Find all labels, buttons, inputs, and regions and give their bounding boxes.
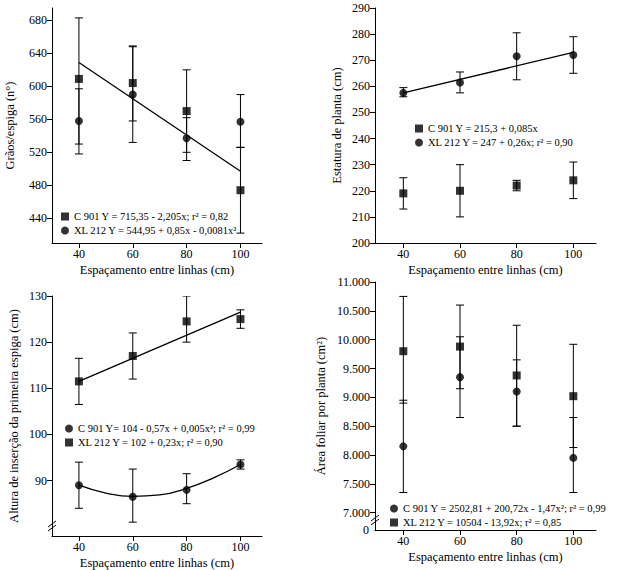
svg-text:Altura de inserção da primeira: Altura de inserção da primeira espiga (c… — [7, 309, 21, 523]
svg-text:C 901 Y = 215,3 + 0,085x: C 901 Y = 215,3 + 0,085x — [428, 123, 538, 134]
svg-text:260: 260 — [352, 79, 370, 93]
svg-text:60: 60 — [127, 540, 139, 554]
svg-text:XL 212 Y = 247 + 0,26x; r² = 0: XL 212 Y = 247 + 0,26x; r² = 0,90 — [428, 137, 573, 148]
svg-text:110: 110 — [29, 381, 47, 395]
svg-text:80: 80 — [511, 534, 523, 548]
svg-text:60: 60 — [454, 247, 466, 261]
svg-text:7.500: 7.500 — [343, 477, 370, 491]
svg-text:8.500: 8.500 — [343, 419, 370, 433]
svg-text:80: 80 — [181, 247, 193, 261]
svg-text:680: 680 — [29, 13, 47, 27]
svg-text:90: 90 — [35, 474, 47, 488]
svg-text:0: 0 — [363, 523, 369, 537]
svg-text:9.000: 9.000 — [343, 390, 370, 404]
svg-text:100: 100 — [231, 540, 249, 554]
svg-text:C 901 Y = 715,35 - 2,205x; r²: C 901 Y = 715,35 - 2,205x; r² = 0,82 — [74, 211, 228, 222]
svg-text:100: 100 — [231, 247, 249, 261]
svg-text:Espaçamento entre linhas (cm): Espaçamento entre linhas (cm) — [408, 550, 562, 564]
svg-text:40: 40 — [73, 540, 85, 554]
svg-text:Espaçamento entre linhas (cm): Espaçamento entre linhas (cm) — [408, 263, 562, 277]
svg-text:250: 250 — [352, 105, 370, 119]
svg-text:130: 130 — [29, 289, 47, 303]
svg-text:10.000: 10.000 — [337, 333, 370, 347]
svg-text:640: 640 — [29, 46, 47, 60]
svg-text:Grãos/espiga (n°): Grãos/espiga (n°) — [3, 82, 17, 170]
svg-text:100: 100 — [29, 427, 47, 441]
svg-text:230: 230 — [352, 158, 370, 172]
svg-text:60: 60 — [454, 534, 466, 548]
svg-text:C 901 Y= 104 - 0,57x + 0,005x²: C 901 Y= 104 - 0,57x + 0,005x²; r² = 0,9… — [78, 423, 255, 434]
svg-text:XL 212 Y = 10504 - 13,92x; r²: XL 212 Y = 10504 - 13,92x; r² = 0,85 — [403, 517, 561, 528]
svg-text:40: 40 — [397, 247, 409, 261]
svg-text:600: 600 — [29, 79, 47, 93]
svg-text:560: 560 — [29, 112, 47, 126]
svg-text:120: 120 — [29, 335, 47, 349]
svg-text:8.000: 8.000 — [343, 448, 370, 462]
svg-text:60: 60 — [127, 247, 139, 261]
svg-text:520: 520 — [29, 145, 47, 159]
svg-text:11.000: 11.000 — [337, 275, 370, 289]
svg-text:100: 100 — [564, 534, 582, 548]
svg-text:40: 40 — [73, 247, 85, 261]
svg-text:100: 100 — [564, 247, 582, 261]
svg-text:440: 440 — [29, 211, 47, 225]
svg-text:40: 40 — [397, 534, 409, 548]
svg-text:80: 80 — [511, 247, 523, 261]
svg-text:270: 270 — [352, 53, 370, 67]
svg-text:240: 240 — [352, 132, 370, 146]
svg-text:C 901 Y = 2502,81 + 200,72x -: C 901 Y = 2502,81 + 200,72x - 1,47x²; r²… — [403, 503, 606, 514]
svg-text:Área foliar por planta (cm²): Área foliar por planta (cm²) — [314, 337, 328, 475]
svg-text:280: 280 — [352, 27, 370, 41]
svg-text:210: 210 — [352, 210, 370, 224]
svg-text:480: 480 — [29, 178, 47, 192]
svg-text:220: 220 — [352, 184, 370, 198]
svg-text:10.500: 10.500 — [337, 304, 370, 318]
svg-text:Espaçamento entre linhas (cm): Espaçamento entre linhas (cm) — [80, 556, 234, 570]
svg-text:7.000: 7.000 — [343, 506, 370, 520]
svg-text:XL 212 Y = 544,95 + 0,85x - 0,: XL 212 Y = 544,95 + 0,85x - 0,0081x² — [74, 225, 236, 236]
svg-text:Estatura de planta (cm): Estatura de planta (cm) — [330, 67, 344, 183]
svg-text:Espaçamento entre linhas (cm): Espaçamento entre linhas (cm) — [80, 263, 234, 277]
svg-text:9.500: 9.500 — [343, 362, 370, 376]
svg-text:200: 200 — [352, 236, 370, 250]
svg-text:290: 290 — [352, 1, 370, 15]
svg-text:80: 80 — [181, 540, 193, 554]
svg-text:XL 212 Y = 102 + 0,23x; r² = 0: XL 212 Y = 102 + 0,23x; r² = 0,90 — [78, 437, 223, 448]
